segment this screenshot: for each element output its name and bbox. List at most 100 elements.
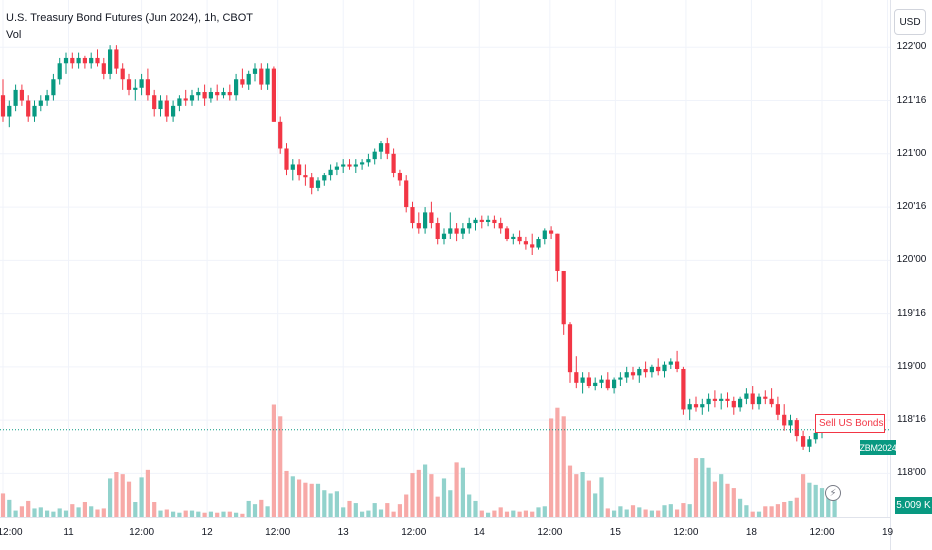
- candle-body: [221, 92, 226, 96]
- volume-bar: [63, 510, 69, 517]
- volume-bar: [536, 507, 541, 517]
- candle-body: [763, 396, 768, 399]
- candle-body: [152, 95, 157, 110]
- currency-button[interactable]: USD: [894, 9, 926, 35]
- volume-bar: [549, 418, 554, 517]
- volume-bar: [580, 472, 585, 517]
- volume-bar: [378, 509, 384, 517]
- price-tick-label: 120'00: [896, 254, 927, 266]
- volume-bar: [599, 477, 604, 517]
- volume-bar: [278, 416, 283, 517]
- annotation-text: Sell US Bonds at 118.1: [819, 418, 884, 429]
- volume-bar: [662, 505, 667, 517]
- candle-body: [486, 219, 491, 222]
- time-tick-label: 14: [473, 527, 485, 538]
- candle-body: [643, 368, 648, 373]
- volume-bar: [410, 473, 415, 517]
- candle-body: [341, 164, 346, 167]
- candle-body: [89, 57, 94, 64]
- time-tick-label: 12:00: [809, 527, 835, 538]
- candle-body: [580, 377, 585, 383]
- candle-body: [567, 324, 573, 373]
- volume-bar: [366, 510, 371, 517]
- volume-bar: [196, 511, 201, 517]
- volume-bar: [26, 500, 31, 517]
- candle-body: [7, 105, 12, 117]
- volume-bar: [435, 496, 440, 517]
- currency-label: USD: [899, 16, 921, 28]
- volume-indicator-label[interactable]: Vol: [6, 29, 22, 41]
- candle-body: [284, 148, 289, 170]
- volume-bar: [133, 502, 138, 517]
- candle-body: [555, 233, 560, 271]
- time-tick-label: 12:00: [129, 527, 155, 538]
- candle-body: [126, 79, 132, 90]
- candle-body: [637, 368, 642, 376]
- volume-bar: [416, 469, 421, 517]
- volume-bar: [649, 510, 654, 517]
- candle-body: [95, 57, 100, 64]
- volume-bar: [404, 494, 409, 517]
- price-tick-label: 120'16: [896, 201, 927, 213]
- volume-bar: [637, 507, 642, 517]
- lightning-icon[interactable]: ⚡: [825, 485, 841, 501]
- candle-body: [297, 164, 302, 176]
- candle-body: [26, 100, 31, 117]
- symbol-title[interactable]: U.S. Treasury Bond Futures (Jun 2024), 1…: [6, 12, 253, 24]
- candle-body: [19, 89, 24, 101]
- candle-body: [605, 379, 610, 389]
- candle-body: [397, 172, 402, 181]
- volume-bar: [744, 505, 749, 517]
- volume-value-tag: 5.009 K: [895, 497, 932, 514]
- volume-bar: [801, 474, 806, 517]
- trade-annotation[interactable]: Sell US Bonds at 118.1: [815, 414, 885, 433]
- price-tick-label: 118'00: [897, 467, 926, 479]
- volume-bar: [675, 509, 680, 517]
- volume-bar: [561, 416, 566, 517]
- candle-body: [549, 230, 554, 234]
- volume-bar: [769, 506, 774, 517]
- volume-bar: [189, 510, 195, 517]
- candle-body: [259, 68, 264, 85]
- candle-body: [756, 396, 762, 405]
- candle-body: [467, 223, 472, 229]
- volume-bar: [687, 504, 692, 517]
- volume-bar: [504, 511, 510, 517]
- volume-bar: [259, 499, 264, 517]
- time-tick-label: 11: [63, 527, 74, 538]
- volume-bar: [328, 493, 333, 517]
- candle-body: [750, 393, 755, 405]
- candle-body: [334, 166, 339, 170]
- volume-bar: [593, 493, 598, 517]
- time-tick-label: 12:00: [265, 527, 291, 538]
- volume-bar: [668, 504, 673, 517]
- candle-body: [63, 57, 69, 64]
- volume-bar: [0, 493, 6, 517]
- symbol-tag-text: ZBM2024: [859, 442, 897, 453]
- time-tick-label: 12:00: [673, 527, 699, 538]
- candle-body: [624, 372, 629, 378]
- candle-body: [114, 49, 119, 69]
- candle-body: [599, 379, 604, 383]
- candle-body: [252, 68, 258, 74]
- candle-body: [391, 153, 396, 173]
- candle-body: [738, 398, 743, 408]
- candle-body: [322, 175, 327, 181]
- candle-body: [139, 79, 144, 88]
- candle-body: [215, 92, 220, 96]
- volume-bar: [13, 510, 18, 517]
- volume-bar: [152, 502, 157, 517]
- volume-bar: [265, 506, 270, 517]
- candle-body: [133, 87, 138, 90]
- volume-bar: [353, 503, 358, 517]
- candle-body: [618, 377, 623, 380]
- volume-bar: [315, 483, 321, 517]
- candle-body: [120, 68, 125, 80]
- volume-bar: [297, 479, 302, 517]
- volume-bar: [750, 511, 755, 517]
- volume-bar: [498, 507, 503, 517]
- price-tick-label: 119'00: [897, 360, 926, 372]
- volume-bar: [114, 472, 119, 517]
- candle-body: [240, 79, 245, 85]
